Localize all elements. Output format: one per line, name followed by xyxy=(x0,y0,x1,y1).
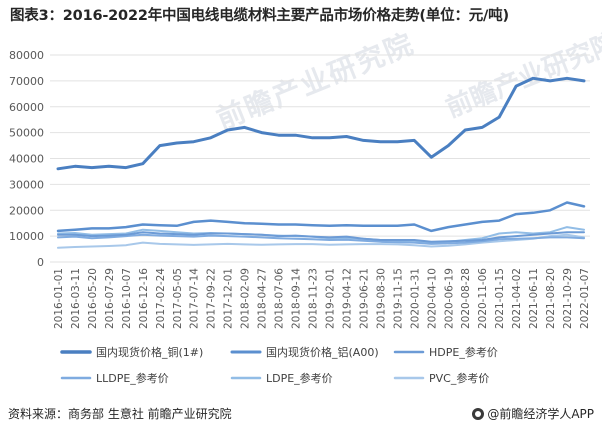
legend-label: 国内现货价格_铝(A00) xyxy=(266,345,379,359)
series-line xyxy=(57,231,585,243)
x-tick-label: 2022-01-07 xyxy=(579,268,591,329)
x-tick-label: 2016-03-11 xyxy=(70,268,82,329)
x-tick-label: 2018-04-27 xyxy=(257,268,269,329)
x-tick-label: 2016-01-01 xyxy=(53,268,65,329)
y-axis-tick-labels: 0 10000 20000 30000 40000 50000 60000 70000 8000… xyxy=(9,49,44,269)
x-tick-label: 2017-07-14 xyxy=(189,268,201,329)
y-tick-label: 10000 xyxy=(9,230,44,243)
y-tick-label: 60000 xyxy=(9,101,44,114)
x-tick-label: 2019-08-30 xyxy=(375,268,387,329)
y-tick-label: 40000 xyxy=(9,153,44,166)
x-tick-label: 2019-02-01 xyxy=(324,268,336,329)
chart-title: 图表3：2016-2022年中国电线电缆材料主要产品市场价格走势(单位：元/吨) xyxy=(10,8,509,24)
x-tick-label: 2017-02-24 xyxy=(155,268,167,329)
x-tick-label: 2021-04-02 xyxy=(511,268,523,329)
x-tick-label: 2020-08-28 xyxy=(460,268,472,329)
x-tick-label: 2018-11-23 xyxy=(308,268,320,329)
legend-label: HDPE_参考价 xyxy=(429,345,498,359)
x-tick-label: 2020-11-06 xyxy=(477,268,489,329)
series-line xyxy=(56,201,586,233)
x-tick-label: 2017-12-01 xyxy=(223,268,235,329)
x-tick-label: 2018-07-06 xyxy=(274,268,286,329)
y-tick-label: 0 xyxy=(37,256,44,269)
x-tick-label: 2021-10-29 xyxy=(562,268,574,329)
x-tick-label: 2018-02-09 xyxy=(240,268,252,329)
x-tick-label: 2020-01-31 xyxy=(409,268,421,329)
x-tick-label: 2021-01-15 xyxy=(494,268,506,329)
x-tick-label: 2016-12-16 xyxy=(138,268,150,329)
x-tick-label: 2019-11-15 xyxy=(392,268,404,329)
series-line xyxy=(57,233,585,245)
y-tick-label: 70000 xyxy=(9,75,44,88)
x-tick-label: 2016-07-29 xyxy=(104,268,116,329)
x-tick-label: 2021-06-11 xyxy=(528,268,540,329)
legend-label: LDPE_参考价 xyxy=(266,371,333,385)
brand-credit: @前瞻经济学人APP xyxy=(472,405,594,422)
y-tick-label: 50000 xyxy=(9,127,44,140)
x-tick-label: 2020-04-10 xyxy=(426,268,438,329)
source-note: 资料来源：商务部 生意社 前瞻产业研究院 xyxy=(8,407,232,421)
x-tick-label: 2016-10-07 xyxy=(121,268,133,329)
series-line xyxy=(57,233,585,249)
legend: 国内现货价格_铜(1#) 国内现货价格_铝(A00) HDPE_参考价 LLDPE_参… xyxy=(60,345,498,385)
y-tick-label: 30000 xyxy=(9,178,44,191)
x-tick-label: 2019-04-12 xyxy=(341,268,353,329)
x-tick-label: 2020-06-19 xyxy=(443,268,455,329)
x-tick-label: 2021-08-20 xyxy=(545,268,557,329)
brand-credit-text: @前瞻经济学人APP xyxy=(487,407,594,421)
x-tick-label: 2019-06-21 xyxy=(358,268,370,329)
y-tick-label: 20000 xyxy=(9,204,44,217)
x-tick-label: 2018-09-14 xyxy=(291,268,303,329)
x-tick-label: 2017-09-22 xyxy=(206,268,218,329)
gridlines xyxy=(50,54,590,263)
series-lines xyxy=(56,76,586,249)
x-tick-label: 2017-05-05 xyxy=(172,268,184,329)
x-axis-tick-labels: 2016-01-01 2016-03-11 2016-05-20 2016-07-29… xyxy=(53,268,591,329)
x-tick-label: 2016-05-20 xyxy=(87,268,99,329)
legend-label: 国内现货价格_铜(1#) xyxy=(96,345,203,359)
legend-label: PVC_参考价 xyxy=(429,371,489,385)
series-line xyxy=(56,76,586,171)
brand-logo-icon xyxy=(472,407,485,420)
y-tick-label: 80000 xyxy=(9,49,44,62)
legend-label: LLDPE_参考价 xyxy=(96,371,169,385)
